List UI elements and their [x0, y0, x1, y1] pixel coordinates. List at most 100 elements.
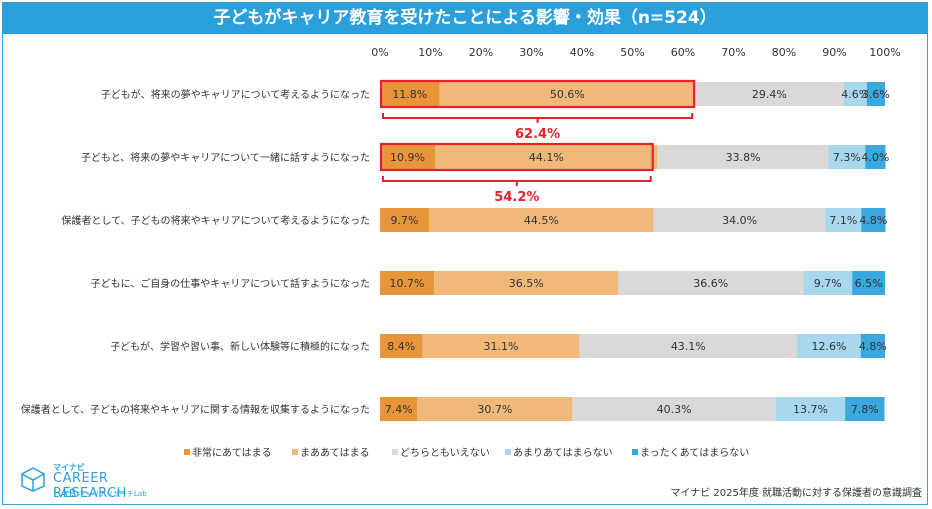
bar-segment [866, 82, 885, 106]
legend-swatch [505, 449, 511, 455]
x-tick-label: 10% [418, 46, 442, 59]
category-label: 保護者として、子どもの将来やキャリアについて考えるようになった [61, 214, 370, 227]
legend-swatch [292, 449, 298, 455]
legend-label: どちらともいえない [400, 447, 490, 459]
category-label: 保護者として、子どもの将来やキャリアに関する情報を収集するようになった [21, 403, 370, 416]
bar-segment [843, 82, 867, 106]
data-label: 36.5% [509, 277, 544, 290]
logo-brand: マイナビ [53, 463, 85, 472]
bar-segment [797, 334, 861, 358]
bar-segment [657, 145, 829, 169]
data-label: 44.5% [524, 214, 559, 227]
x-tick-label: 20% [469, 46, 493, 59]
data-label: 7.4% [385, 403, 413, 416]
bar-segment [380, 208, 429, 232]
x-tick-label: 60% [671, 46, 695, 59]
bar-segment [803, 271, 853, 295]
bar-segment [860, 334, 885, 358]
data-label: 29.4% [752, 88, 787, 101]
data-label: 44.1% [529, 151, 564, 164]
logo-sub-text: キャリアリサーチLab [78, 490, 147, 498]
data-label: 4.6% [841, 88, 869, 101]
data-label: 3.6% [862, 88, 890, 101]
data-label: 4.8% [859, 340, 887, 353]
x-tick-label: 50% [620, 46, 644, 59]
data-label: 7.1% [829, 214, 857, 227]
legend-label: まったくあてはまらない [640, 447, 749, 459]
bar-segment [428, 208, 654, 232]
category-label: 子どもと、将来の夢やキャリアについて一緒に話すようになった [81, 151, 370, 164]
bar-segment [380, 82, 440, 106]
bar-segment [861, 208, 886, 232]
x-tick-label: 100% [869, 46, 900, 59]
bar-segment [825, 208, 862, 232]
data-label: 33.8% [726, 151, 761, 164]
data-label: 6.5% [855, 277, 883, 290]
data-label: 34.0% [722, 214, 757, 227]
legend-label: まああてはまる [300, 447, 370, 459]
data-label: 43.1% [671, 340, 706, 353]
legend-swatch [632, 449, 638, 455]
logo-lab-text: LAB [53, 487, 78, 500]
bar-segment [618, 271, 804, 295]
sum-bracket [382, 113, 694, 119]
data-label: 10.9% [390, 151, 425, 164]
x-tick-label: 40% [570, 46, 594, 59]
highlight-box [379, 142, 654, 172]
career-research-lab-logo: マイナビ CAREER RESEARCH LAB キャリアリサーチLab [20, 462, 180, 502]
bar-segment [380, 334, 423, 358]
data-label: 8.4% [387, 340, 415, 353]
category-label: 子どもが、学習や習い事、新しい体験等に積極的になった [110, 340, 370, 353]
bar-segment [865, 145, 886, 169]
bar-segment [417, 397, 573, 421]
cube-logo-icon [21, 467, 45, 492]
bar-segment [852, 271, 885, 295]
bar-segment [828, 145, 866, 169]
data-label: 50.6% [550, 88, 585, 101]
sum-label: 54.2% [494, 190, 539, 205]
data-label: 40.3% [657, 403, 692, 416]
bar-segment [434, 271, 619, 295]
bar-segment [579, 334, 798, 358]
sum-bracket [382, 176, 652, 182]
bar-segment [380, 397, 418, 421]
bar-segment [435, 145, 658, 169]
data-label: 36.6% [693, 277, 728, 290]
legend-swatch [184, 449, 190, 455]
x-tick-label: 30% [519, 46, 543, 59]
legend-label: あまりあてはまらない [513, 447, 613, 459]
data-label: 11.8% [392, 88, 427, 101]
data-label: 13.7% [793, 403, 828, 416]
bar-segment [439, 82, 696, 106]
data-label: 30.7% [477, 403, 512, 416]
data-label: 4.0% [861, 151, 889, 164]
bar-segment [653, 208, 826, 232]
bar-segment [380, 271, 435, 295]
legend-swatch [392, 449, 398, 455]
bar-segment [572, 397, 776, 421]
highlight-box [379, 79, 696, 109]
x-tick-label: 80% [772, 46, 796, 59]
bar-segment [380, 145, 436, 169]
legend-label: 非常にあてはまる [192, 446, 272, 459]
category-label: 子どもに、ご自身の仕事やキャリアについて話すようになった [91, 277, 370, 290]
data-label: 12.6% [811, 340, 846, 353]
data-label: 7.3% [833, 151, 861, 164]
data-label: 31.1% [483, 340, 518, 353]
data-label: 9.7% [814, 277, 842, 290]
logo-main-text: CAREER RESEARCH [53, 471, 127, 501]
data-label: 9.7% [391, 214, 419, 227]
data-label: 7.8% [851, 403, 879, 416]
x-tick-label: 0% [371, 46, 388, 59]
bar-segment [775, 397, 846, 421]
data-label: 10.7% [390, 277, 425, 290]
bar-segment [422, 334, 580, 358]
category-label: 子どもが、将来の夢やキャリアについて考えるようになった [101, 88, 370, 101]
bar-segment [845, 397, 885, 421]
bar-segment [695, 82, 844, 106]
x-tick-label: 70% [721, 46, 745, 59]
sum-label: 62.4% [515, 127, 560, 142]
source-note: マイナビ 2025年度 就職活動に対する保護者の意識調査 [670, 488, 922, 499]
x-tick-label: 90% [822, 46, 846, 59]
